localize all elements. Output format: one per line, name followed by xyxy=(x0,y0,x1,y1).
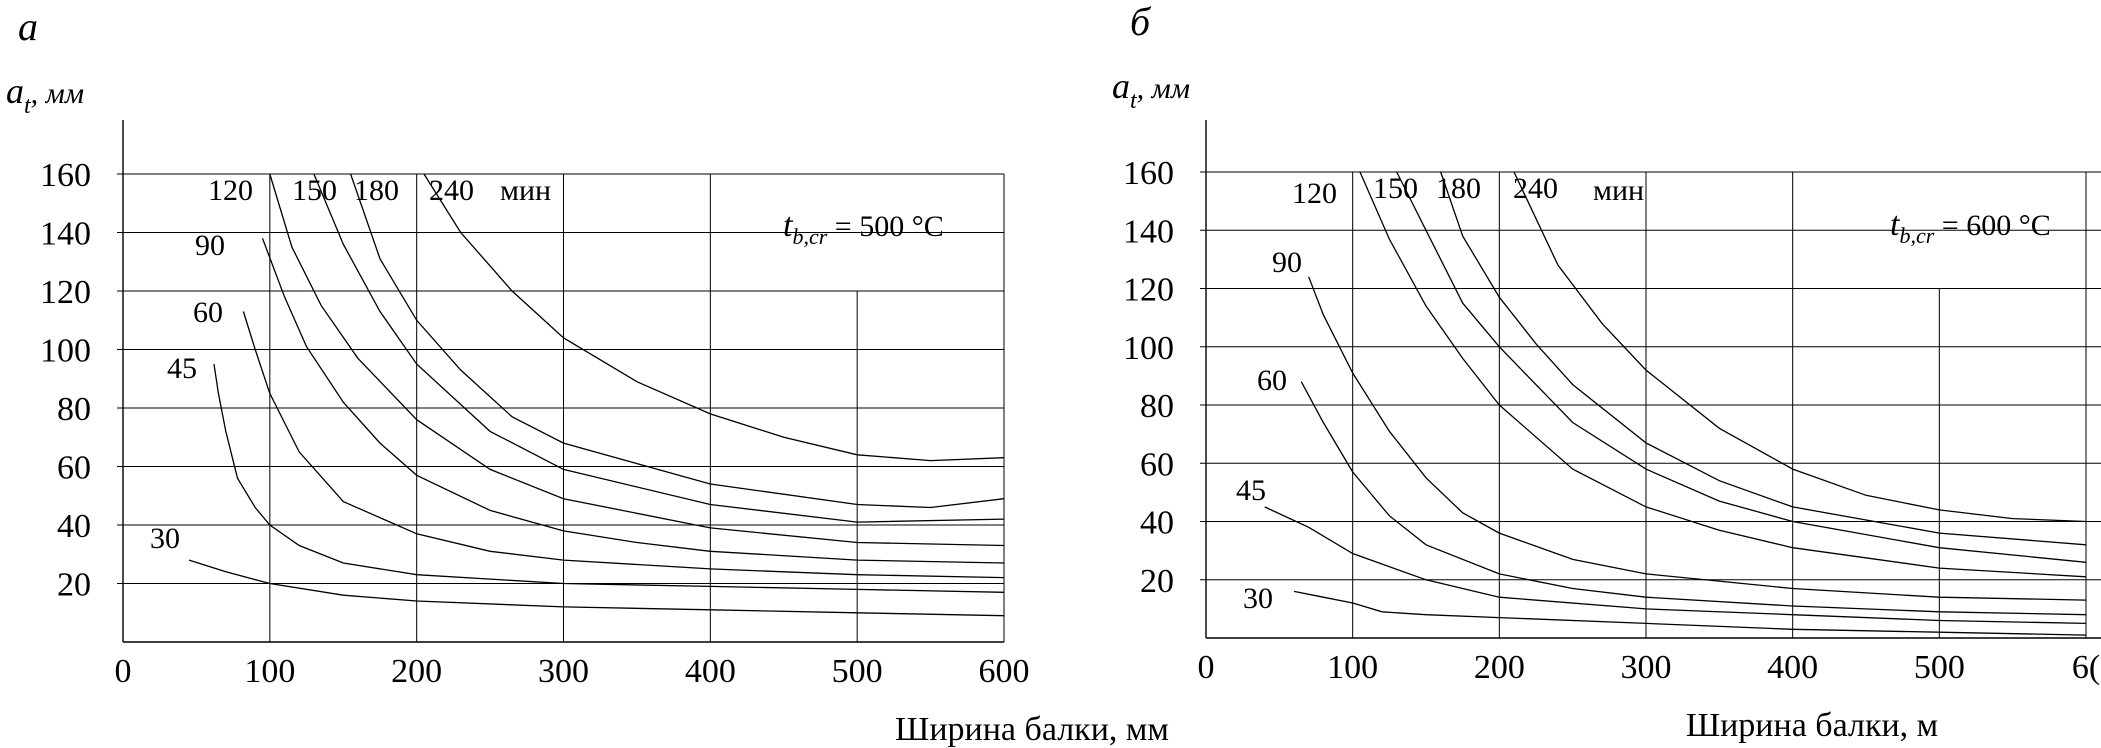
series-label-45: 45 xyxy=(1236,474,1266,507)
series-label-240: 240 xyxy=(1513,172,1558,205)
minutes-unit-label: мин xyxy=(1593,174,1644,207)
x-tick-label: 300 xyxy=(538,653,589,690)
series-label-60: 60 xyxy=(193,296,223,329)
series-line-150 xyxy=(313,173,1005,523)
y-tick-label: 60 xyxy=(57,450,91,487)
y-tick-label: 40 xyxy=(57,508,91,545)
y-tick-label: 140 xyxy=(1123,213,1174,250)
temperature-annotation: tb,cr = 600 °C xyxy=(1890,206,2051,248)
y-tick-label: 20 xyxy=(57,567,91,604)
series-label-150: 150 xyxy=(1373,172,1418,205)
series-label-180: 180 xyxy=(354,174,399,207)
series-label-45: 45 xyxy=(167,352,197,385)
series-label-120: 120 xyxy=(208,174,253,207)
series-line-60 xyxy=(242,311,1005,579)
series-line-45 xyxy=(213,364,1005,593)
temperature-annotation: tb,cr = 500 °C xyxy=(783,207,944,249)
panel-letter: б xyxy=(1130,0,1152,44)
series-line-180 xyxy=(1440,171,2087,546)
series-line-90 xyxy=(1308,276,2087,601)
x-tick-label: 100 xyxy=(244,653,295,690)
x-tick-label: 600 xyxy=(979,653,1030,690)
x-tick-label: 400 xyxy=(685,653,736,690)
series-label-90: 90 xyxy=(195,229,225,262)
y-tick-label: 100 xyxy=(1123,330,1174,367)
series-line-240 xyxy=(1513,171,2087,523)
x-tick-label: 0 xyxy=(1198,649,1215,686)
series-label-240: 240 xyxy=(429,174,474,207)
x-tick-label: 300 xyxy=(1621,649,1672,686)
series-label-90: 90 xyxy=(1272,246,1302,279)
chart-panel-b: 20 40 60 80 100 120 140 160 0 100 200 300 400 500 6( бa… xyxy=(1112,0,2101,744)
y-tick-label: 80 xyxy=(1140,388,1174,425)
series-label-120: 120 xyxy=(1292,177,1337,210)
y-tick-label: 160 xyxy=(40,157,91,194)
x-tick-label: 400 xyxy=(1767,649,1818,686)
x-tick-label: 500 xyxy=(832,653,883,690)
series-line-180 xyxy=(349,173,1005,509)
series-label-30: 30 xyxy=(150,522,180,555)
x-tick-label: 500 xyxy=(1914,649,1965,686)
series-line-150 xyxy=(1396,171,2087,563)
series-label-180: 180 xyxy=(1436,172,1481,205)
x-tick-label: 100 xyxy=(1327,649,1378,686)
y-tick-label: 20 xyxy=(1140,563,1174,600)
y-tick-label: 140 xyxy=(40,216,91,253)
series-line-45 xyxy=(1264,506,2087,625)
series-line-240 xyxy=(423,173,1005,462)
chart-panel-a: 20 40 60 80 100 120 140 160 0 100 200 300 400 500 600 а… xyxy=(6,4,1169,748)
series-line-120 xyxy=(1359,171,2087,578)
y-axis-label: at, мм xyxy=(6,71,84,119)
y-tick-label: 60 xyxy=(1140,446,1174,483)
minutes-unit-label: мин xyxy=(500,174,551,207)
y-tick-label: 160 xyxy=(1123,155,1174,192)
x-tick-label: 200 xyxy=(391,653,442,690)
panel-letter: а xyxy=(18,4,38,49)
x-tick-label: 6( xyxy=(2072,649,2100,686)
series-line-60 xyxy=(1300,381,2087,616)
y-tick-label: 80 xyxy=(57,391,91,428)
series-line-30 xyxy=(1293,590,2087,636)
series-line-120 xyxy=(269,173,1005,547)
y-axis-label: at, мм xyxy=(1112,66,1190,114)
y-tick-label: 120 xyxy=(40,274,91,311)
y-tick-label: 40 xyxy=(1140,505,1174,542)
series-label-60: 60 xyxy=(1257,364,1287,397)
y-tick-label: 120 xyxy=(1123,272,1174,309)
y-tick-label: 100 xyxy=(40,333,91,370)
series-label-30: 30 xyxy=(1243,582,1273,615)
x-axis-label: Ширина балки, м xyxy=(1686,707,1938,744)
series-line-90 xyxy=(261,238,1005,564)
x-tick-label: 0 xyxy=(115,653,132,690)
series-label-150: 150 xyxy=(292,174,337,207)
x-tick-label: 200 xyxy=(1474,649,1525,686)
x-axis-label: Ширина балки, мм xyxy=(895,711,1169,748)
series-line-30 xyxy=(188,559,1005,617)
